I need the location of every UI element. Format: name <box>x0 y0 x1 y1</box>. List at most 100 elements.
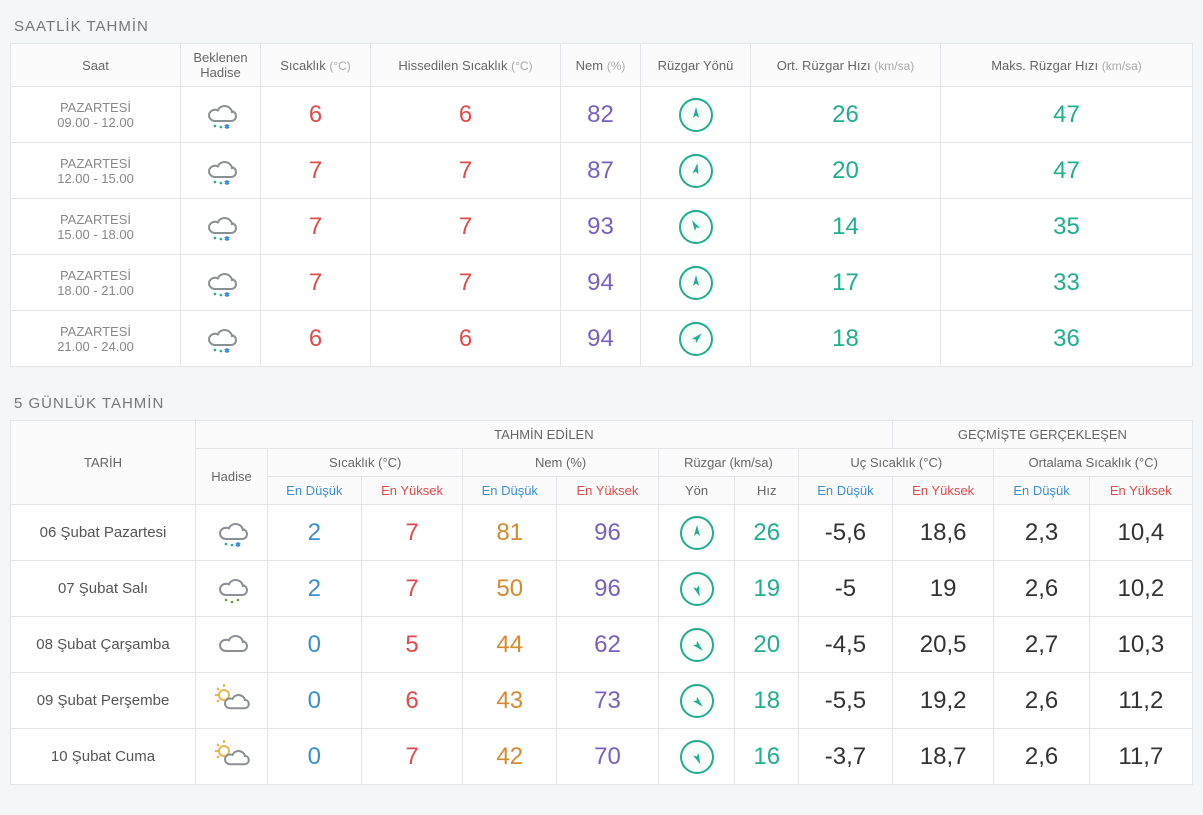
col-avg-low: En Düşük <box>994 477 1089 505</box>
wind-max-value: 33 <box>941 255 1193 311</box>
wind-speed: 16 <box>735 729 799 785</box>
hum-high: 96 <box>557 505 659 561</box>
wind-speed: 26 <box>735 505 799 561</box>
avg-high: 10,3 <box>1089 617 1192 673</box>
ext-low: -5,6 <box>799 505 893 561</box>
feels-like-value: 6 <box>371 311 561 367</box>
col-wind-dir: Rüzgar Yönü <box>641 44 751 87</box>
daily-row: 10 Şubat Cuma07427016-3,718,72,611,7 <box>11 729 1193 785</box>
hum-low: 81 <box>463 505 557 561</box>
col-humidity-group: Nem (%) <box>463 449 658 477</box>
wind-avg-value: 14 <box>751 199 941 255</box>
col-humidity: Nem (%) <box>561 44 641 87</box>
wind-dir-cell <box>641 255 751 311</box>
col-wind-avg: Ort. Rüzgar Hızı (km/sa) <box>751 44 941 87</box>
temp-value: 7 <box>261 199 371 255</box>
wind-dir-cell <box>641 87 751 143</box>
time-cell: PAZARTESİ09.00 - 12.00 <box>11 87 181 143</box>
condition-icon <box>196 561 268 617</box>
wind-max-value: 35 <box>941 199 1193 255</box>
temp-high: 7 <box>361 505 463 561</box>
wind-direction-icon <box>680 628 714 662</box>
temp-high: 7 <box>361 729 463 785</box>
col-wind-max: Maks. Rüzgar Hızı (km/sa) <box>941 44 1193 87</box>
hourly-row: PAZARTESİ21.00 - 24.0066941836 <box>11 311 1193 367</box>
wind-dir-cell <box>641 143 751 199</box>
col-wind-speed: Hız <box>735 477 799 505</box>
hourly-row: PAZARTESİ09.00 - 12.0066822647 <box>11 87 1193 143</box>
col-date: TARİH <box>11 421 196 505</box>
hum-low: 43 <box>463 673 557 729</box>
hourly-forecast-table: Saat Beklenen Hadise Sıcaklık (°C) Hisse… <box>10 43 1193 367</box>
wind-dir-cell <box>658 561 735 617</box>
time-cell: PAZARTESİ12.00 - 15.00 <box>11 143 181 199</box>
daily-forecast-table: TARİH TAHMİN EDİLEN GEÇMİŞTE GERÇEKLEŞEN… <box>10 420 1193 785</box>
wind-dir-cell <box>658 617 735 673</box>
wind-dir-cell <box>641 199 751 255</box>
temp-value: 7 <box>261 255 371 311</box>
humidity-value: 93 <box>561 199 641 255</box>
hourly-row: PAZARTESİ15.00 - 18.0077931435 <box>11 199 1193 255</box>
hum-high: 73 <box>557 673 659 729</box>
date-cell: 10 Şubat Cuma <box>11 729 196 785</box>
col-condition: Beklenen Hadise <box>181 44 261 87</box>
wind-direction-icon <box>679 266 713 300</box>
hum-high: 96 <box>557 561 659 617</box>
condition-icon <box>181 87 261 143</box>
wind-avg-value: 20 <box>751 143 941 199</box>
condition-icon <box>196 729 268 785</box>
wind-direction-icon <box>679 98 713 132</box>
temp-high: 5 <box>361 617 463 673</box>
temp-low: 2 <box>268 561 362 617</box>
col-group-forecast: TAHMİN EDİLEN <box>196 421 893 449</box>
avg-high: 11,7 <box>1089 729 1192 785</box>
wind-direction-icon <box>679 154 713 188</box>
ext-low: -3,7 <box>799 729 893 785</box>
col-wind-group: Rüzgar (km/sa) <box>658 449 798 477</box>
feels-like-value: 7 <box>371 199 561 255</box>
hourly-row: PAZARTESİ18.00 - 21.0077941733 <box>11 255 1193 311</box>
ext-high: 18,7 <box>892 729 994 785</box>
avg-high: 10,4 <box>1089 505 1192 561</box>
condition-icon <box>196 673 268 729</box>
condition-icon <box>181 311 261 367</box>
wind-direction-icon <box>680 572 714 606</box>
daily-row: 08 Şubat Çarşamba05446220-4,520,52,710,3 <box>11 617 1193 673</box>
temp-low: 0 <box>268 617 362 673</box>
avg-low: 2,6 <box>994 561 1089 617</box>
hum-low: 42 <box>463 729 557 785</box>
wind-max-value: 36 <box>941 311 1193 367</box>
temp-low: 0 <box>268 729 362 785</box>
humidity-value: 82 <box>561 87 641 143</box>
date-cell: 08 Şubat Çarşamba <box>11 617 196 673</box>
daily-row: 06 Şubat Pazartesi27819626-5,618,62,310,… <box>11 505 1193 561</box>
col-ext-high: En Yüksek <box>892 477 994 505</box>
hum-high: 62 <box>557 617 659 673</box>
wind-speed: 19 <box>735 561 799 617</box>
wind-dir-cell <box>658 505 735 561</box>
temp-low: 0 <box>268 673 362 729</box>
col-temp-low: En Düşük <box>268 477 362 505</box>
wind-speed: 18 <box>735 673 799 729</box>
condition-icon <box>181 255 261 311</box>
col-feels-like: Hissedilen Sıcaklık (°C) <box>371 44 561 87</box>
temp-value: 6 <box>261 87 371 143</box>
wind-dir-cell <box>658 673 735 729</box>
avg-high: 11,2 <box>1089 673 1192 729</box>
col-temp-group: Sıcaklık (°C) <box>268 449 463 477</box>
ext-high: 19 <box>892 561 994 617</box>
temp-low: 2 <box>268 505 362 561</box>
time-cell: PAZARTESİ15.00 - 18.00 <box>11 199 181 255</box>
col-wind-dir: Yön <box>658 477 735 505</box>
col-temp: Sıcaklık (°C) <box>261 44 371 87</box>
hourly-section-title: SAATLİK TAHMİN <box>10 10 1193 43</box>
humidity-value: 94 <box>561 311 641 367</box>
col-time: Saat <box>11 44 181 87</box>
avg-low: 2,3 <box>994 505 1089 561</box>
feels-like-value: 7 <box>371 255 561 311</box>
wind-avg-value: 17 <box>751 255 941 311</box>
wind-dir-cell <box>658 729 735 785</box>
temp-value: 7 <box>261 143 371 199</box>
wind-direction-icon <box>680 516 714 550</box>
ext-high: 20,5 <box>892 617 994 673</box>
